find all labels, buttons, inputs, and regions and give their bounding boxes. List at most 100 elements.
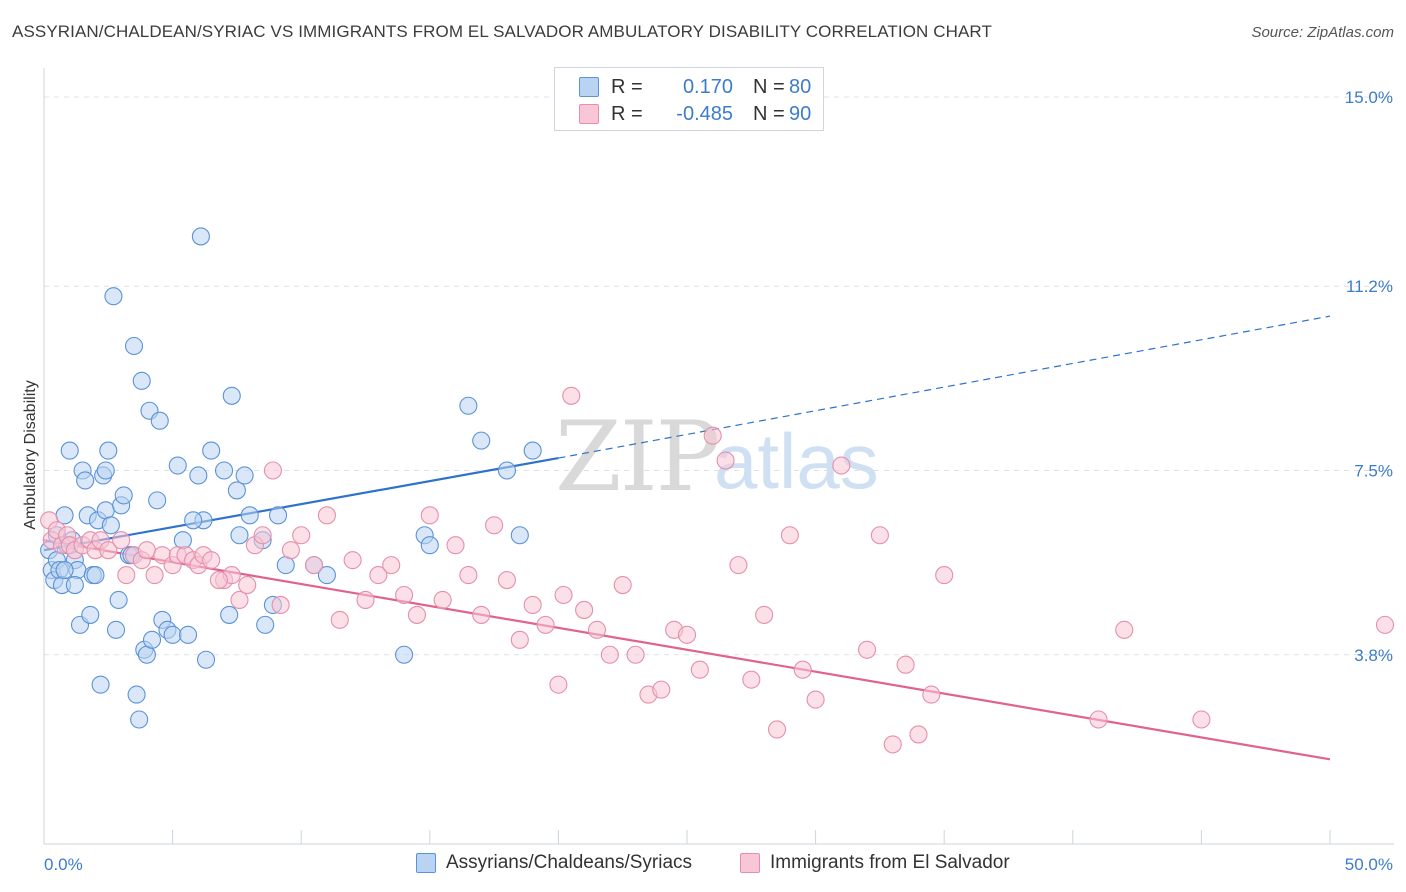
data-point-el-salvador [230, 590, 249, 610]
legend-n-label: N = [753, 102, 785, 125]
data-point-el-salvador [523, 595, 542, 615]
data-point-assyrians [202, 441, 221, 460]
data-point-el-salvador [832, 456, 851, 475]
trend-line-pink [43, 539, 1331, 761]
data-point-assyrians [168, 456, 187, 475]
data-point-el-salvador [575, 600, 594, 619]
data-point-el-salvador [806, 690, 825, 709]
data-point-assyrians [472, 431, 491, 450]
data-point-el-salvador [420, 506, 439, 525]
data-point-el-salvador [343, 551, 362, 570]
data-point-el-salvador [600, 645, 619, 664]
data-point-assyrians [55, 506, 74, 525]
legend-swatch-pink [579, 104, 599, 124]
data-point-el-salvador [99, 541, 118, 560]
data-point-assyrians [230, 526, 249, 545]
legend-r-value: 0.170 [682, 75, 733, 98]
data-point-el-salvador [716, 451, 735, 470]
data-point-el-salvador [922, 685, 941, 704]
data-point-assyrians [142, 630, 162, 649]
data-point-el-salvador [145, 566, 164, 585]
legend-r-label: R = [611, 75, 643, 98]
data-point-assyrians [104, 287, 123, 306]
data-point-el-salvador [112, 531, 131, 550]
data-point-el-salvador [690, 660, 709, 679]
data-point-el-salvador [742, 670, 761, 689]
data-point-assyrians [130, 710, 149, 729]
data-point-el-salvador [1089, 710, 1108, 729]
data-point-assyrians [99, 441, 118, 460]
data-point-el-salvador [587, 620, 607, 639]
legend-label-assyrians: Assyrians/Chaldeans/Syriacs [446, 852, 693, 873]
data-point-el-salvador [137, 541, 156, 560]
data-point-el-salvador [281, 541, 300, 560]
data-point-el-salvador [369, 566, 388, 585]
data-point-assyrians [86, 566, 105, 585]
data-point-assyrians [132, 371, 151, 390]
watermark-zip: ZIP [555, 401, 718, 513]
data-point-el-salvador [433, 590, 452, 610]
data-points [40, 227, 1395, 754]
data-point-assyrians [109, 590, 128, 610]
gridlines [44, 96, 1394, 656]
tick-labels: 3.8% 7.5% 11.2% 15.0% 0.0% 50.0% [44, 88, 1393, 874]
y-tick-label: 15.0% [1345, 88, 1393, 107]
data-point-assyrians [76, 471, 95, 490]
trend-line-blue [43, 456, 559, 552]
data-point-assyrians [106, 620, 126, 639]
data-point-el-salvador [549, 675, 568, 694]
data-point-el-salvador [780, 526, 799, 545]
data-point-assyrians [163, 625, 182, 644]
data-point-assyrians [60, 441, 79, 460]
legend-swatch-pink [740, 853, 760, 873]
data-point-el-salvador [238, 575, 257, 595]
data-point-assyrians [148, 491, 167, 510]
data-point-el-salvador [510, 630, 529, 649]
data-point-assyrians [178, 625, 198, 644]
data-point-el-salvador [472, 605, 491, 624]
data-point-assyrians [101, 516, 120, 535]
data-point-assyrians [523, 441, 542, 460]
data-point-el-salvador [896, 655, 915, 674]
data-point-assyrians [420, 536, 439, 555]
data-point-assyrians [65, 575, 84, 595]
data-point-el-salvador [755, 605, 774, 624]
data-point-assyrians [497, 461, 517, 480]
data-point-el-salvador [253, 526, 272, 545]
legend-n-value: 90 [789, 102, 812, 125]
data-point-assyrians [214, 461, 234, 480]
legend-row-pink: R = -0.485 N = 90 [579, 100, 811, 128]
data-point-el-salvador [857, 640, 877, 659]
data-point-el-salvador [263, 461, 282, 480]
data-point-el-salvador [536, 615, 555, 634]
data-point-assyrians [196, 650, 216, 669]
data-point-el-salvador [485, 516, 504, 535]
chart-title: ASSYRIAN/CHALDEAN/SYRIAC VS IMMIGRANTS F… [12, 22, 992, 41]
data-point-el-salvador [497, 571, 517, 590]
data-point-assyrians [91, 675, 110, 694]
data-point-assyrians [240, 506, 259, 525]
data-point-el-salvador [271, 595, 290, 615]
data-point-el-salvador [554, 585, 573, 605]
data-point-assyrians [220, 605, 239, 624]
data-point-el-salvador [382, 556, 401, 575]
legend-item-el-salvador: Immigrants from El Salvador [740, 852, 1010, 874]
data-point-el-salvador [562, 386, 581, 405]
data-point-el-salvador [883, 735, 902, 754]
data-point-assyrians [459, 396, 478, 415]
x-tick-label: 50.0% [1345, 855, 1393, 874]
data-point-assyrians [317, 566, 336, 585]
data-point-el-salvador [935, 566, 954, 585]
y-tick-label: 7.5% [1354, 462, 1393, 481]
data-point-el-salvador [202, 551, 221, 570]
data-point-assyrians [189, 466, 208, 485]
data-point-assyrians [127, 685, 146, 704]
data-point-el-salvador [407, 605, 426, 624]
data-point-assyrians [184, 511, 203, 530]
legend-n-label: N = [753, 75, 785, 98]
data-point-el-salvador [356, 590, 375, 610]
legend-r-value: -0.485 [676, 102, 733, 125]
trend-line-extension [558, 315, 1331, 459]
data-point-el-salvador [1115, 620, 1134, 639]
